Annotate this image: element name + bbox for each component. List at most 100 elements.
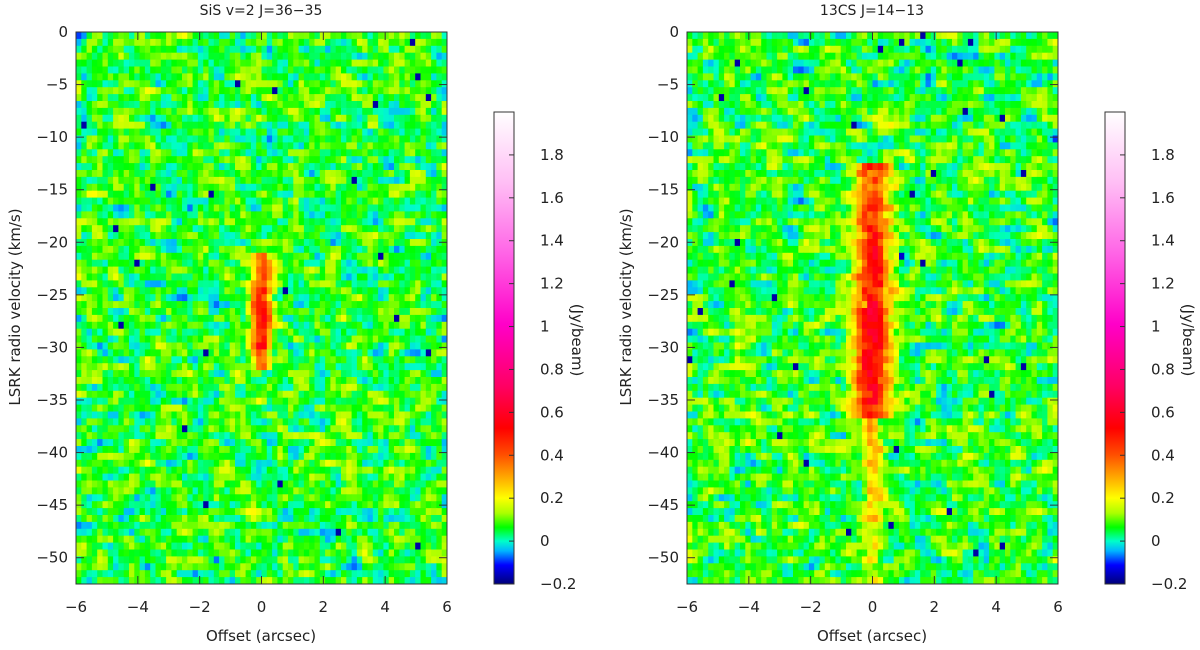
heatmap-cell <box>134 390 140 399</box>
heatmap-cell <box>303 383 310 392</box>
heatmap-cell <box>187 425 193 433</box>
heatmap-cell <box>415 225 421 233</box>
heatmap-cell <box>346 32 352 40</box>
heatmap-cell <box>309 94 315 102</box>
heatmap-cell <box>309 101 315 109</box>
heatmap-cell <box>436 425 443 433</box>
heatmap-cell <box>240 452 246 461</box>
heatmap-cell <box>76 363 82 371</box>
heatmap-cell <box>166 59 172 67</box>
heatmap-cell <box>399 66 405 74</box>
heatmap-cell <box>150 107 156 116</box>
heatmap-cell <box>213 142 220 150</box>
heatmap-cell <box>372 356 379 364</box>
heatmap-cell <box>229 66 236 74</box>
heatmap-cell <box>76 59 82 67</box>
heatmap-cell <box>192 383 199 392</box>
heatmap-cell <box>160 204 167 212</box>
heatmap-cell <box>378 418 384 426</box>
heatmap-cell <box>261 432 268 440</box>
heatmap-cell <box>81 363 87 371</box>
heatmap-cell <box>309 349 315 357</box>
heatmap-cell <box>309 308 315 316</box>
heatmap-cell <box>388 245 395 254</box>
heatmap-cell <box>176 239 183 247</box>
heatmap-cell <box>197 404 204 412</box>
heatmap-cell <box>436 211 443 219</box>
heatmap-cell <box>325 501 331 509</box>
heatmap-cell <box>372 59 379 67</box>
heatmap-cell <box>330 114 337 123</box>
heatmap-cell <box>420 142 427 150</box>
heatmap-cell <box>425 156 432 164</box>
heatmap-cell <box>351 107 358 116</box>
heatmap-cell <box>123 135 130 143</box>
heatmap-cell <box>319 225 326 233</box>
heatmap-cell <box>319 301 326 309</box>
heatmap-cell <box>298 232 305 240</box>
heatmap-cell <box>235 425 241 433</box>
heatmap-cell <box>118 128 125 136</box>
heatmap-cell <box>245 45 252 54</box>
heatmap-cell <box>139 287 146 295</box>
heatmap-cell <box>372 73 379 81</box>
heatmap-cell <box>144 356 151 364</box>
heatmap-cell <box>415 176 421 185</box>
heatmap-cell <box>245 397 252 405</box>
heatmap-cell <box>86 314 93 323</box>
heatmap-cell <box>144 425 151 433</box>
heatmap-cell <box>81 80 87 88</box>
heatmap-cell <box>325 280 331 288</box>
heatmap-cell <box>107 301 114 309</box>
heatmap-cell <box>341 128 347 136</box>
heatmap-cell <box>76 280 82 288</box>
heatmap-cell <box>235 73 241 81</box>
heatmap-cell <box>394 294 400 302</box>
heatmap-cell <box>203 473 209 481</box>
heatmap-cell <box>76 66 82 74</box>
heatmap-cell <box>367 377 374 385</box>
heatmap-cell <box>171 252 178 261</box>
heatmap-cell <box>261 356 268 364</box>
heatmap-cell <box>372 101 379 109</box>
heatmap-cell <box>176 377 183 385</box>
heatmap-cell <box>319 349 326 357</box>
heatmap-cell <box>319 190 326 198</box>
heatmap-cell <box>341 114 347 123</box>
heatmap-cell <box>182 273 188 281</box>
heatmap-cell <box>436 356 443 364</box>
heatmap-cell <box>250 128 257 136</box>
heatmap-cell <box>420 204 427 212</box>
heatmap-cell <box>150 225 156 233</box>
heatmap-cell <box>362 439 368 447</box>
heatmap-cell <box>346 176 352 185</box>
heatmap-cell <box>293 32 299 40</box>
heatmap-cell <box>203 142 209 150</box>
heatmap-cell <box>81 294 87 302</box>
heatmap-cell <box>383 487 390 495</box>
heatmap-cell <box>144 377 151 385</box>
heatmap-cell <box>409 294 416 302</box>
heatmap-cell <box>383 459 390 468</box>
heatmap-cell <box>144 245 151 254</box>
heatmap-cell <box>229 114 236 123</box>
heatmap-cell <box>134 197 140 205</box>
heatmap-cell <box>378 101 384 109</box>
heatmap-cell <box>219 411 225 419</box>
heatmap-cell <box>404 32 411 40</box>
heatmap-cell <box>351 101 358 109</box>
heatmap-cell <box>187 404 193 412</box>
heatmap-cell <box>372 301 379 309</box>
heatmap-cell <box>409 349 416 357</box>
heatmap-cell <box>409 101 416 109</box>
heatmap-cell <box>388 466 395 474</box>
heatmap-cell <box>245 211 252 219</box>
heatmap-cell <box>436 225 443 233</box>
heatmap-cell <box>139 494 146 502</box>
heatmap-cell <box>309 287 315 295</box>
heatmap-cell <box>314 107 321 116</box>
heatmap-cell <box>245 356 252 364</box>
heatmap-cell <box>277 114 284 123</box>
heatmap-cell <box>346 501 352 509</box>
heatmap-cell <box>325 232 331 240</box>
